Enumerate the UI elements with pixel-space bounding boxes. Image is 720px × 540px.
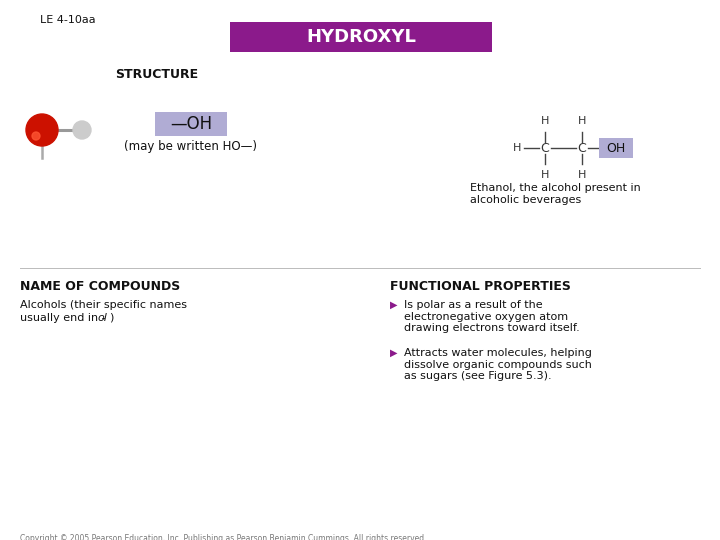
Text: Ethanol, the alcohol present in
alcoholic beverages: Ethanol, the alcohol present in alcoholi… [470, 183, 641, 205]
Text: ▶: ▶ [390, 348, 397, 358]
Text: H: H [541, 116, 549, 126]
Text: HYDROXYL: HYDROXYL [306, 28, 416, 46]
Text: H: H [578, 170, 586, 180]
Text: Copyright © 2005 Pearson Education, Inc. Publishing as Pearson Benjamin Cummings: Copyright © 2005 Pearson Education, Inc.… [20, 534, 426, 540]
Text: ol: ol [97, 313, 107, 323]
Text: C: C [577, 141, 586, 154]
Text: STRUCTURE: STRUCTURE [115, 68, 198, 81]
Text: H: H [541, 170, 549, 180]
Text: Is polar as a result of the
electronegative oxygen atom
drawing electrons toward: Is polar as a result of the electronegat… [404, 300, 580, 333]
Text: usually end in -: usually end in - [20, 313, 106, 323]
Text: Alcohols (their specific names: Alcohols (their specific names [20, 300, 187, 310]
Text: LE 4-10aa: LE 4-10aa [40, 15, 96, 25]
Circle shape [26, 114, 58, 146]
Circle shape [32, 132, 40, 140]
FancyBboxPatch shape [230, 22, 492, 52]
Text: C: C [541, 141, 549, 154]
FancyBboxPatch shape [599, 138, 633, 158]
Text: H: H [513, 143, 521, 153]
Text: Attracts water molecules, helping
dissolve organic compounds such
as sugars (see: Attracts water molecules, helping dissol… [404, 348, 592, 381]
Text: FUNCTIONAL PROPERTIES: FUNCTIONAL PROPERTIES [390, 280, 571, 293]
Text: —OH: —OH [170, 115, 212, 133]
Text: OH: OH [606, 141, 626, 154]
Text: ▶: ▶ [390, 300, 397, 310]
Text: H: H [578, 116, 586, 126]
Text: NAME OF COMPOUNDS: NAME OF COMPOUNDS [20, 280, 180, 293]
Text: (may be written HO—): (may be written HO—) [125, 140, 258, 153]
Text: ): ) [109, 313, 113, 323]
Circle shape [73, 121, 91, 139]
FancyBboxPatch shape [155, 112, 227, 136]
